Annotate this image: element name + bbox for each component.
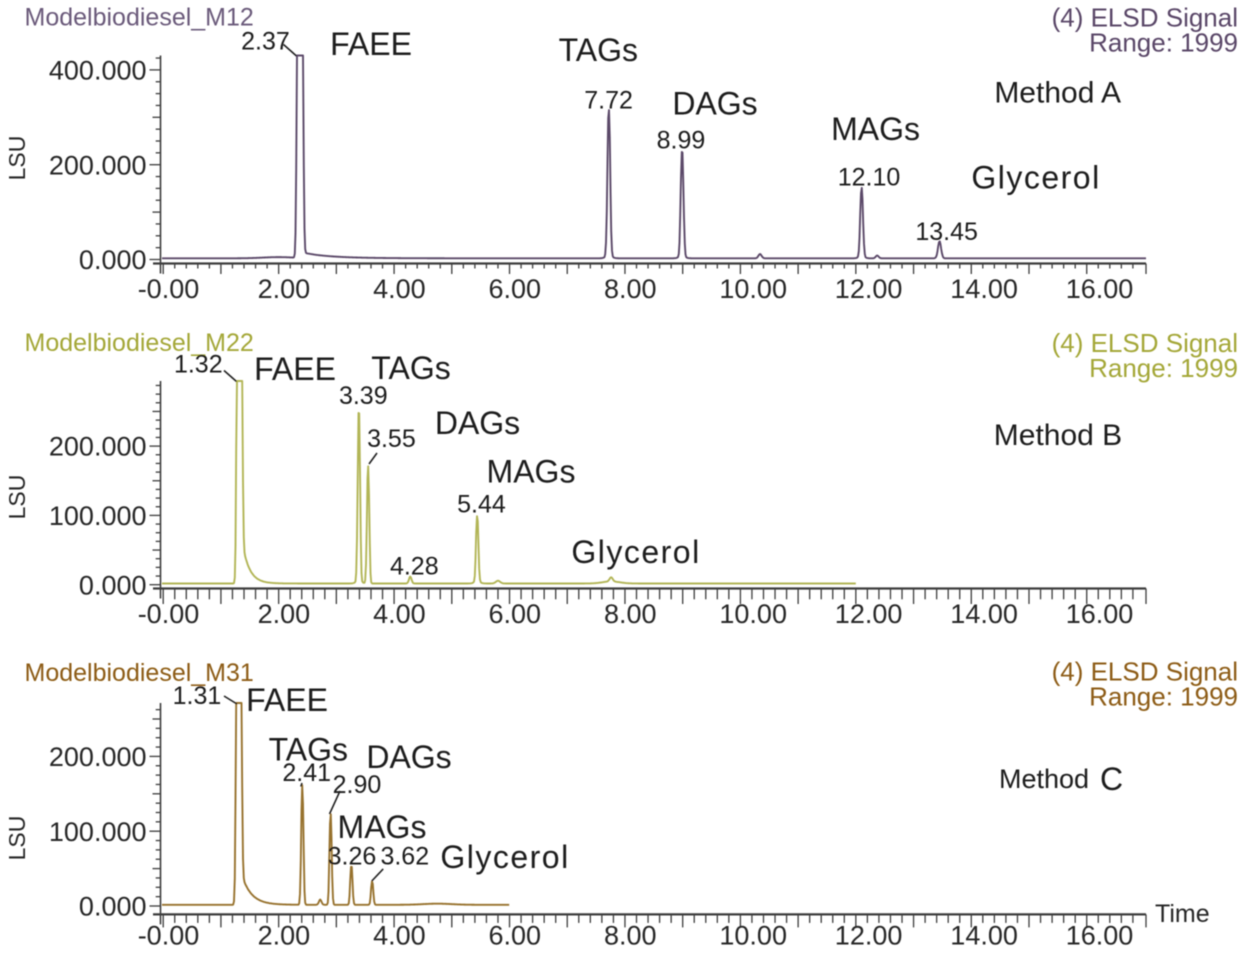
svg-text:Modelbiodiesel_M12: Modelbiodiesel_M12 (25, 4, 254, 32)
svg-text:3.55: 3.55 (367, 425, 416, 453)
svg-text:2.00: 2.00 (258, 921, 311, 951)
svg-text:8.00: 8.00 (604, 599, 657, 629)
svg-text:-0.00: -0.00 (138, 599, 200, 629)
svg-text:TAGs: TAGs (559, 32, 638, 68)
svg-text:12.00: 12.00 (835, 599, 903, 629)
svg-text:(4) ELSD Signal: (4) ELSD Signal (1052, 3, 1238, 33)
svg-text:Glycerol: Glycerol (971, 160, 1100, 196)
svg-text:Time: Time (1155, 900, 1210, 928)
svg-text:2.37: 2.37 (241, 28, 290, 56)
svg-text:1.31: 1.31 (173, 682, 222, 710)
svg-text:2.90: 2.90 (333, 771, 382, 799)
svg-text:MAGs: MAGs (831, 111, 920, 147)
svg-text:TAGs: TAGs (269, 732, 348, 768)
svg-text:8.00: 8.00 (604, 274, 657, 304)
svg-text:16.00: 16.00 (1066, 274, 1134, 304)
svg-text:FAEE: FAEE (246, 682, 328, 718)
svg-text:-0.00: -0.00 (138, 274, 200, 304)
svg-text:10.00: 10.00 (719, 921, 787, 951)
svg-text:LSU: LSU (4, 816, 30, 861)
svg-text:100.000: 100.000 (49, 501, 147, 531)
svg-text:10.00: 10.00 (719, 274, 787, 304)
svg-text:Glycerol: Glycerol (440, 839, 569, 875)
svg-text:FAEE: FAEE (330, 26, 412, 62)
svg-text:2.00: 2.00 (258, 599, 311, 629)
svg-text:4.00: 4.00 (373, 921, 426, 951)
svg-text:(4) ELSD Signal: (4) ELSD Signal (1052, 328, 1238, 358)
svg-text:0.000: 0.000 (79, 245, 147, 275)
svg-text:12.00: 12.00 (835, 274, 903, 304)
svg-text:Glycerol: Glycerol (571, 534, 700, 570)
svg-text:6.00: 6.00 (489, 274, 542, 304)
svg-text:LSU: LSU (4, 136, 30, 181)
svg-text:16.00: 16.00 (1066, 921, 1134, 951)
svg-text:3.26: 3.26 (328, 843, 377, 871)
svg-text:Range: 1999: Range: 1999 (1089, 682, 1238, 712)
svg-text:14.00: 14.00 (950, 921, 1018, 951)
svg-text:Method B: Method B (994, 419, 1122, 452)
svg-text:MAGs: MAGs (487, 453, 576, 489)
svg-text:100.000: 100.000 (49, 817, 147, 847)
svg-text:14.00: 14.00 (950, 599, 1018, 629)
svg-text:3.39: 3.39 (339, 382, 388, 410)
svg-text:Range: 1999: Range: 1999 (1089, 353, 1238, 383)
svg-text:400.000: 400.000 (49, 56, 147, 86)
svg-text:10.00: 10.00 (719, 599, 787, 629)
svg-text:200.000: 200.000 (49, 432, 147, 462)
svg-text:1.32: 1.32 (174, 350, 223, 378)
svg-text:2.41: 2.41 (282, 759, 331, 787)
svg-text:LSU: LSU (4, 475, 30, 520)
svg-text:12.00: 12.00 (835, 921, 903, 951)
svg-text:Method: Method (999, 764, 1089, 794)
svg-text:16.00: 16.00 (1066, 599, 1134, 629)
svg-text:5.44: 5.44 (457, 491, 506, 519)
svg-text:Method A: Method A (994, 77, 1121, 110)
svg-text:200.000: 200.000 (49, 742, 147, 772)
svg-text:13.45: 13.45 (915, 218, 978, 246)
svg-text:-0.00: -0.00 (138, 921, 200, 951)
svg-text:DAGs: DAGs (366, 739, 451, 775)
svg-text:8.99: 8.99 (657, 127, 706, 155)
svg-text:DAGs: DAGs (435, 405, 520, 441)
svg-text:0.000: 0.000 (79, 892, 147, 922)
svg-text:3.62: 3.62 (380, 843, 429, 871)
svg-text:200.000: 200.000 (49, 150, 147, 180)
svg-text:(4) ELSD Signal: (4) ELSD Signal (1052, 657, 1238, 687)
svg-text:Modelbiodiesel_M22: Modelbiodiesel_M22 (25, 329, 254, 357)
svg-text:4.28: 4.28 (390, 553, 439, 581)
svg-text:14.00: 14.00 (950, 274, 1018, 304)
svg-text:C: C (1100, 761, 1123, 797)
svg-text:8.00: 8.00 (604, 921, 657, 951)
svg-text:7.72: 7.72 (584, 87, 633, 115)
svg-text:6.00: 6.00 (489, 921, 542, 951)
svg-text:FAEE: FAEE (254, 351, 336, 387)
svg-text:12.10: 12.10 (838, 163, 901, 191)
svg-text:6.00: 6.00 (489, 599, 542, 629)
svg-text:Range: 1999: Range: 1999 (1089, 28, 1238, 58)
svg-text:DAGs: DAGs (672, 86, 757, 122)
svg-text:Modelbiodiesel_M31: Modelbiodiesel_M31 (25, 659, 254, 687)
svg-text:4.00: 4.00 (373, 274, 426, 304)
svg-text:4.00: 4.00 (373, 599, 426, 629)
svg-text:MAGs: MAGs (338, 809, 427, 845)
svg-text:2.00: 2.00 (258, 274, 311, 304)
svg-text:TAGs: TAGs (371, 350, 450, 386)
svg-text:0.000: 0.000 (79, 570, 147, 600)
